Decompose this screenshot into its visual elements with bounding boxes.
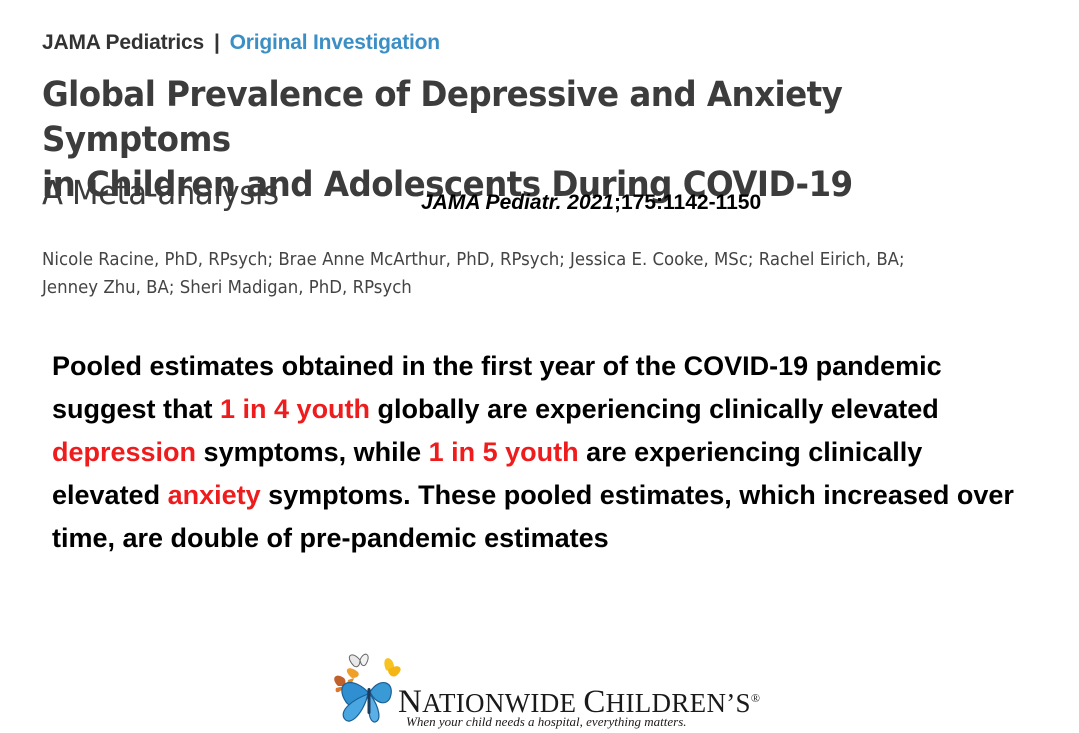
brand-word-childrens: HILDREN’S	[605, 688, 751, 718]
article-section: Original Investigation	[229, 31, 440, 54]
orange-butterfly-icon	[346, 668, 359, 685]
summary-part-4: are experiencing clinically elevated	[52, 437, 923, 510]
summary-part-1: Pooled estimates obtained in the first y…	[52, 351, 942, 424]
brand-name: NATIONWIDE CHILDREN’S®	[398, 684, 760, 721]
white-butterfly-icon	[348, 653, 369, 668]
yellow-butterfly-icon	[384, 658, 401, 677]
blue-butterfly-icon	[341, 681, 392, 723]
article-title: Global Prevalence of Depressive and Anxi…	[42, 73, 972, 208]
summary-part-2: globally are experiencing clinically ele…	[370, 394, 939, 424]
butterflies-icon	[334, 653, 401, 723]
citation-volume-pages: ;175:1142-1150	[613, 191, 762, 214]
brand-initial-n: N	[398, 684, 423, 720]
highlight-depression: depression	[52, 437, 197, 467]
article-subtitle: A Meta-analysis	[42, 173, 279, 212]
article-title-line-2: in Children and Adolescents During COVID…	[42, 165, 853, 205]
author-list: Nicole Racine, PhD, RPsych; Brae Anne Mc…	[42, 246, 962, 302]
highlight-depression-rate: 1 in 4 youth	[220, 394, 371, 424]
nationwide-childrens-logo: NATIONWIDE CHILDREN’S® When your child n…	[330, 648, 760, 730]
summary-text: Pooled estimates obtained in the first y…	[52, 345, 1032, 560]
journal-header: JAMA Pediatrics | Original Investigation	[42, 31, 440, 55]
brand-tagline: When your child needs a hospital, everyt…	[406, 714, 687, 729]
brand-word-nationwide: ATIONWIDE	[422, 688, 584, 718]
summary-part-3: symptoms, while	[196, 437, 429, 467]
citation-journal-year: JAMA Pediatr. 2021	[421, 191, 614, 214]
authors-line-1: Nicole Racine, PhD, RPsych; Brae Anne Mc…	[42, 249, 905, 270]
brand-initial-c: C	[583, 684, 606, 720]
article-title-line-1: Global Prevalence of Depressive and Anxi…	[42, 75, 843, 160]
authors-line-2: Jenney Zhu, BA; Sheri Madigan, PhD, RPsy…	[42, 277, 412, 298]
citation: JAMA Pediatr. 2021;175:1142-1150	[421, 191, 761, 215]
header-separator: |	[213, 31, 220, 54]
highlight-anxiety: anxiety	[167, 480, 261, 510]
journal-name: JAMA Pediatrics	[42, 31, 204, 54]
registered-mark: ®	[750, 691, 761, 705]
highlight-anxiety-rate: 1 in 5 youth	[428, 437, 579, 467]
summary-part-5: symptoms. These pooled estimates, which …	[52, 480, 1014, 553]
